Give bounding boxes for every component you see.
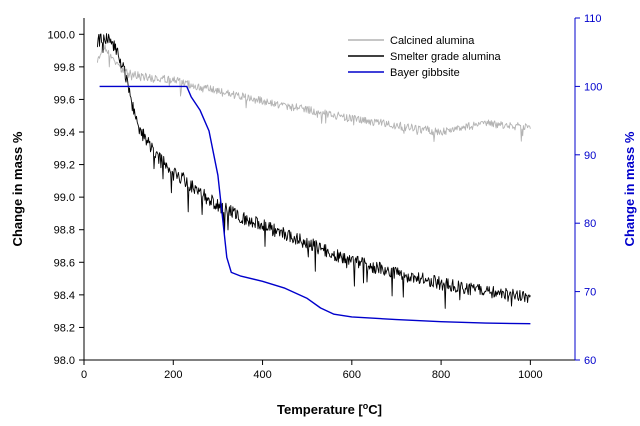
series-line-calcined-alumina [96, 44, 531, 142]
series-layer [96, 33, 531, 325]
y-left-tick-label: 100.0 [47, 29, 75, 41]
legend-label: Smelter grade alumina [390, 51, 502, 63]
legend-label: Calcined alumina [390, 35, 475, 47]
y-left-tick-label: 99.4 [54, 127, 75, 139]
legend: Calcined alumina Smelter grade alumina Bay… [348, 35, 502, 79]
y-left-tick-label: 98.6 [54, 257, 75, 269]
x-tick-label: 400 [253, 369, 271, 381]
y-right-tick-label: 90 [584, 150, 596, 162]
series-line-bayer-gibbsite [99, 85, 531, 325]
y-left-tick-label: 98.0 [54, 355, 75, 367]
x-tick-label: 0 [81, 369, 87, 381]
x-axis-title: Temperature [oC] [277, 401, 382, 417]
x-tick-label: 1000 [518, 369, 542, 381]
y-right-tick-label: 70 [584, 287, 596, 299]
y-right-tick-label: 80 [584, 218, 596, 230]
y-left-axis-title: Change in mass % [10, 131, 25, 246]
y-left-tick-label: 98.4 [54, 290, 75, 302]
y-right-tick-label: 110 [584, 13, 602, 25]
y-right-tick-label: 100 [584, 81, 602, 93]
y-left-tick-label: 98.8 [54, 225, 75, 237]
x-tick-label: 600 [343, 369, 361, 381]
y-left-tick-label: 99.2 [54, 160, 75, 172]
axes-layer: 0 200 400 600 800 1000 98.0 98.2 98.4 98.6 98.8 99.… [47, 13, 602, 381]
y-right-axis-title: Change in mass % [622, 131, 637, 246]
y-left-tick-label: 99.8 [54, 62, 75, 74]
series-line-smelter-grade-alumina [96, 33, 531, 309]
y-left-tick-label: 99.0 [54, 192, 75, 204]
legend-label: Bayer gibbsite [390, 67, 460, 79]
y-right-tick-label: 60 [584, 355, 596, 367]
x-tick-label: 200 [164, 369, 182, 381]
x-tick-label: 800 [432, 369, 450, 381]
y-left-tick-label: 98.2 [54, 322, 75, 334]
y-left-tick-label: 99.6 [54, 94, 75, 106]
